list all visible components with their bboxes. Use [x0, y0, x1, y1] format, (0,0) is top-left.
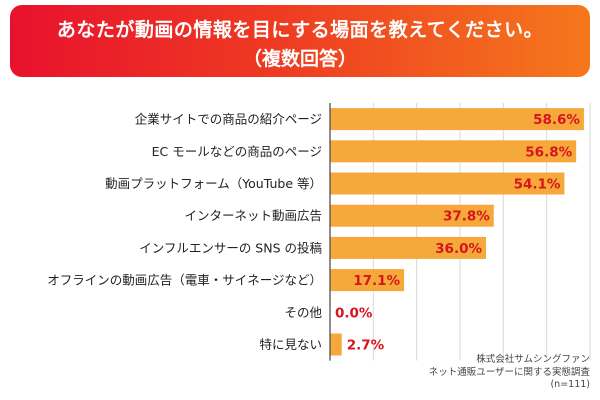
category-label: 特に見ない	[259, 337, 322, 352]
bar	[330, 108, 584, 131]
category-label: EC モールなどの商品のページ	[152, 144, 322, 159]
value-label: 37.8%	[443, 209, 490, 225]
bar	[330, 269, 405, 292]
source-note: 株式会社サムシングファン ネット通販ユーザーに関する実態調査 (n=111)	[429, 354, 590, 392]
category-label: 企業サイトでの商品の紹介ページ	[135, 112, 322, 127]
bar	[330, 333, 342, 356]
chart-title: あなたが動画の情報を目にする場面を教えてください。	[56, 19, 544, 41]
bar	[330, 236, 486, 259]
category-label: その他	[284, 305, 322, 320]
category-label: オフラインの動画広告（電車・サイネージなど）	[47, 273, 322, 288]
category-label: インフルエンサーの SNS の投稿	[139, 240, 322, 255]
bar	[330, 140, 577, 163]
value-label: 17.1%	[353, 273, 400, 289]
category-label: インターネット動画広告	[184, 208, 322, 223]
category-label: 動画プラットフォーム（YouTube 等）	[105, 176, 322, 191]
bar	[330, 204, 494, 227]
bar	[330, 172, 565, 195]
source-survey: ネット通販ユーザーに関する実態調査	[428, 366, 590, 378]
source-sample-size: (n=111)	[550, 379, 590, 390]
value-label: 2.7%	[347, 338, 385, 354]
value-label: 58.6%	[533, 112, 580, 128]
value-label: 36.0%	[435, 241, 482, 257]
value-label: 54.1%	[514, 177, 561, 193]
value-label: 56.8%	[525, 144, 572, 160]
source-company: 株式会社サムシングファン	[476, 354, 590, 365]
title-banner: あなたが動画の情報を目にする場面を教えてください。 （複数回答）	[10, 5, 590, 77]
chart-subtitle: （複数回答）	[242, 48, 357, 70]
value-label: 0.0%	[335, 305, 373, 321]
